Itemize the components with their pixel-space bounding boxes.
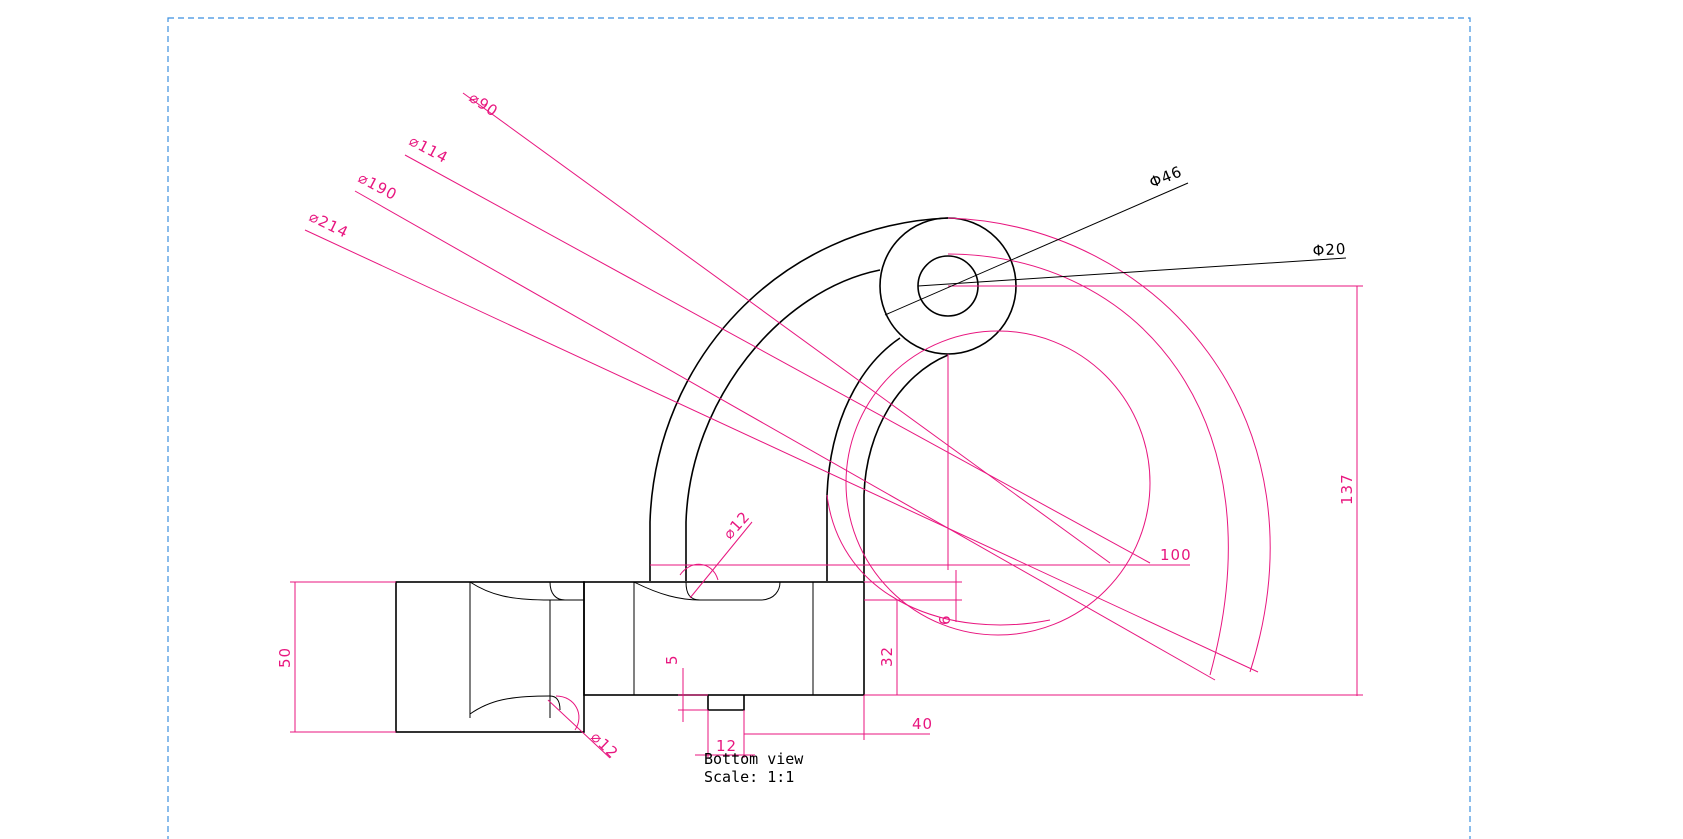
left-block-bottom-curve bbox=[469, 695, 551, 715]
dim-phi20-label[interactable]: Φ20 bbox=[1312, 240, 1347, 260]
outer-return-arc bbox=[863, 354, 949, 581]
dim-dia114-label[interactable]: ⌀114 bbox=[406, 132, 451, 167]
dia90-circle bbox=[845, 330, 1151, 636]
left-block-top-curve bbox=[469, 581, 584, 601]
bottom-tab bbox=[707, 695, 745, 711]
dim-len5-label[interactable]: 5 bbox=[663, 654, 681, 665]
dim-len137-label[interactable]: 137 bbox=[1338, 473, 1356, 505]
dimension-lines bbox=[290, 92, 1363, 759]
dim-len32-label[interactable]: 32 bbox=[878, 646, 896, 667]
dia214-arc bbox=[947, 217, 1271, 673]
view-caption-title: Bottom view bbox=[704, 750, 804, 768]
phi-leaders bbox=[884, 182, 1347, 316]
inner-return-arc bbox=[826, 337, 901, 581]
inner-hook-arc bbox=[685, 269, 881, 581]
dim-len100-label[interactable]: 100 bbox=[1160, 546, 1192, 564]
dia190-arc bbox=[947, 253, 1229, 676]
dim-len40-label[interactable]: 40 bbox=[912, 715, 933, 733]
view-caption-scale: Scale: 1:1 bbox=[704, 768, 794, 786]
dim-len6-label[interactable]: 6 bbox=[936, 614, 954, 625]
leader-dia214 bbox=[304, 229, 1259, 673]
main-body-top-curve bbox=[633, 581, 781, 601]
leader-dia190 bbox=[354, 190, 1216, 681]
dim-dia90-label[interactable]: ⌀90 bbox=[466, 88, 502, 120]
main-body bbox=[583, 581, 865, 696]
left-block bbox=[395, 581, 585, 733]
outer-hook-arc bbox=[649, 217, 949, 581]
dim-dia12-top-label[interactable]: ⌀12 bbox=[720, 508, 754, 543]
dim-dia190-label[interactable]: ⌀190 bbox=[355, 169, 400, 204]
dim-len50-label[interactable]: 50 bbox=[276, 647, 294, 668]
view-frame[interactable] bbox=[167, 17, 1471, 839]
dim-dia12-bottom-label[interactable]: ⌀12 bbox=[587, 728, 622, 763]
dim-len12-label[interactable]: 12 bbox=[716, 737, 737, 755]
part-geometry bbox=[395, 217, 1017, 733]
leader-dia90 bbox=[462, 92, 1111, 564]
dim-dia214-label[interactable]: ⌀214 bbox=[306, 207, 351, 241]
leader-dia114 bbox=[404, 154, 1151, 564]
